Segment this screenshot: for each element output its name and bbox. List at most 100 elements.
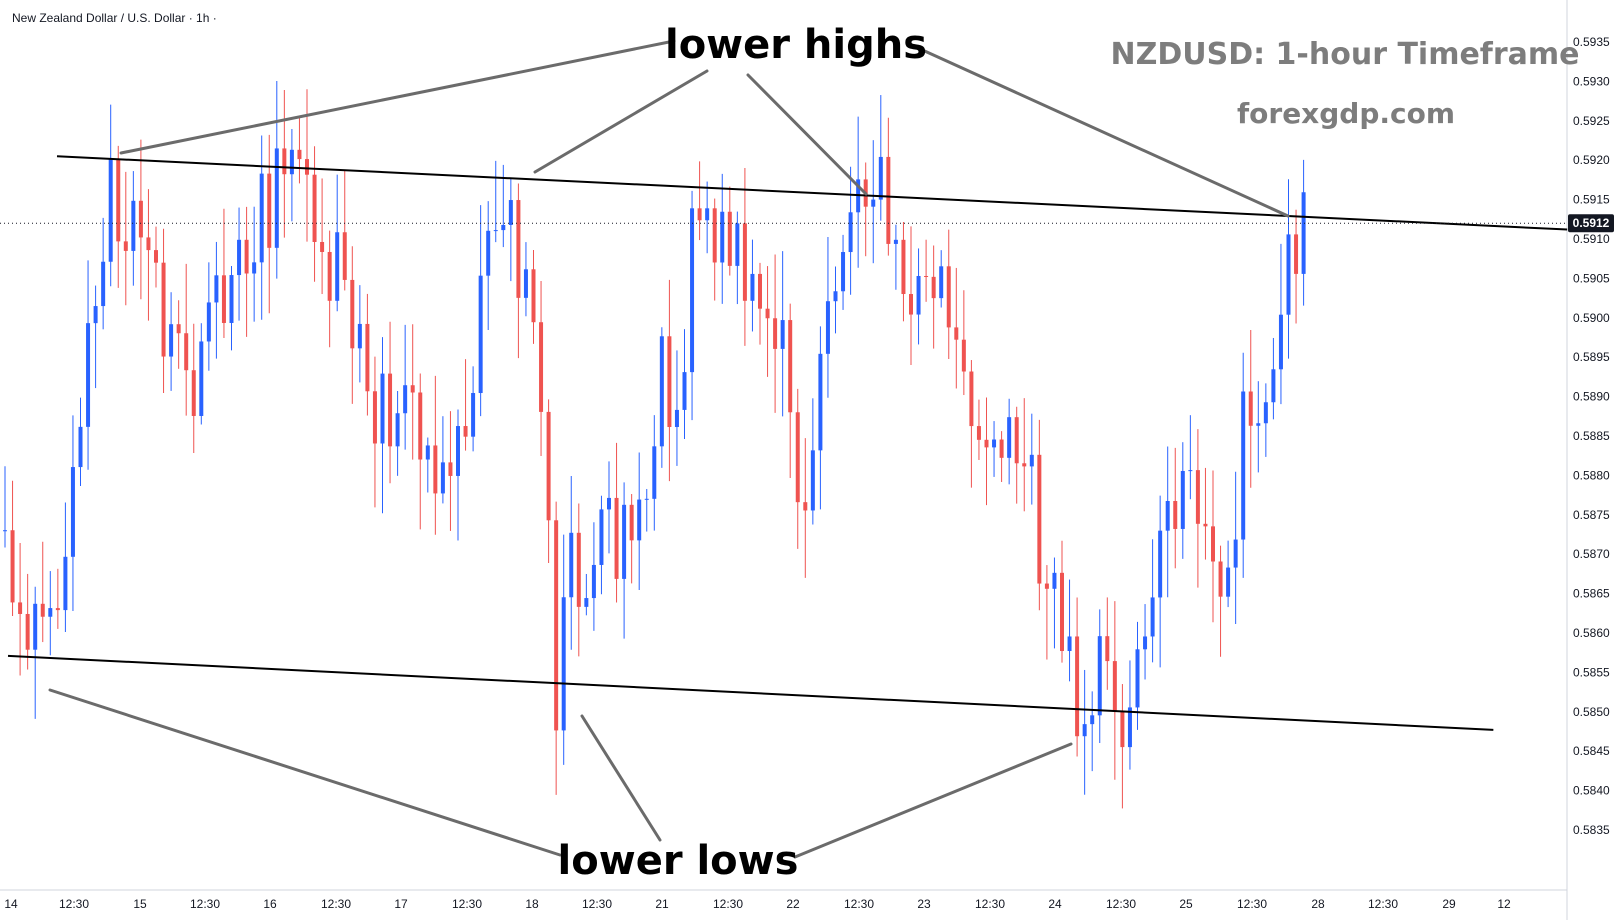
candle xyxy=(1112,601,1117,780)
candle xyxy=(893,224,898,290)
candle-body xyxy=(146,237,151,251)
candle-body xyxy=(463,426,468,437)
time-tick-label: 23 xyxy=(917,897,931,911)
candle xyxy=(569,475,574,650)
pointer-line xyxy=(533,69,709,174)
candle xyxy=(116,145,121,288)
time-tick-label: 24 xyxy=(1048,897,1062,911)
candle-body xyxy=(282,148,287,175)
candle xyxy=(773,254,778,413)
time-tick-label: 25 xyxy=(1179,897,1193,911)
candle-body xyxy=(841,252,846,292)
candle xyxy=(1188,415,1193,500)
candle xyxy=(841,234,846,310)
candle-body xyxy=(720,211,725,263)
candle-body xyxy=(523,269,528,298)
candle xyxy=(1037,419,1042,611)
candle xyxy=(720,173,725,304)
candle-body xyxy=(825,301,830,354)
pointer-line xyxy=(793,742,1073,859)
candle xyxy=(697,161,702,241)
candle xyxy=(1211,470,1215,623)
pointer-line xyxy=(48,688,562,857)
price-tick-label: 0.5925 xyxy=(1573,114,1610,128)
candle xyxy=(3,466,7,548)
candle xyxy=(478,205,483,417)
candle xyxy=(682,329,687,440)
candle xyxy=(463,359,468,451)
candle-body xyxy=(848,212,853,253)
candle xyxy=(629,494,634,584)
candle-body xyxy=(1037,454,1042,584)
candle xyxy=(750,239,755,332)
candle xyxy=(690,190,695,421)
candle xyxy=(214,241,219,359)
candle-body xyxy=(878,156,883,200)
symbol-description: New Zealand Dollar / U.S. Dollar · 1h · xyxy=(12,11,217,25)
candle-body xyxy=(690,208,695,373)
candle-body xyxy=(237,239,242,276)
candle-body xyxy=(886,156,891,244)
pointer-line xyxy=(916,46,1290,218)
candle xyxy=(1090,691,1095,772)
candle xyxy=(123,171,128,306)
price-tick-label: 0.5865 xyxy=(1573,587,1610,601)
candle xyxy=(1060,540,1064,663)
candle xyxy=(1022,398,1027,512)
candle-body xyxy=(833,291,838,302)
time-tick-label: 28 xyxy=(1311,897,1325,911)
candle-body xyxy=(456,426,460,476)
candle-body xyxy=(380,373,385,444)
price-tick-label: 0.5860 xyxy=(1573,626,1610,640)
candle-body xyxy=(516,200,521,298)
annotation-pointers xyxy=(48,39,1290,859)
candle-body xyxy=(599,509,604,565)
candle-body xyxy=(1271,369,1276,403)
price-tick-label: 0.5935 xyxy=(1573,35,1610,49)
candle xyxy=(984,397,989,506)
candle xyxy=(954,267,959,389)
candle xyxy=(916,248,921,345)
candle-body xyxy=(3,530,7,532)
candle xyxy=(584,573,589,616)
price-tick-label: 0.5850 xyxy=(1573,705,1610,719)
candle-body xyxy=(999,439,1004,458)
candle xyxy=(1150,539,1155,663)
candle-body xyxy=(893,239,898,244)
current-price-value: 0.5912 xyxy=(1573,216,1610,230)
candle xyxy=(508,178,513,282)
candle xyxy=(327,230,332,348)
candle xyxy=(939,250,944,308)
candle xyxy=(871,140,876,264)
candle-body xyxy=(531,269,536,323)
candle xyxy=(961,290,966,396)
time-tick-label: 12:30 xyxy=(975,897,1005,911)
candle xyxy=(25,573,30,670)
current-price-tag: 0.5912 xyxy=(1568,214,1614,233)
time-tick-label: 29 xyxy=(1442,897,1456,911)
candle xyxy=(40,541,45,643)
candle-body xyxy=(138,200,143,238)
candle xyxy=(282,89,287,238)
candle xyxy=(1226,540,1231,608)
candle-body xyxy=(440,462,445,494)
candle xyxy=(138,139,143,300)
candle xyxy=(456,409,460,541)
candle xyxy=(176,300,181,369)
candle-body xyxy=(101,261,106,307)
candle xyxy=(395,390,400,476)
price-axis-labels: 0.5935 0.5930 0.5925 0.5920 0.5915 0.5910 0.59… xyxy=(1573,35,1610,837)
time-tick-label: 15 xyxy=(133,897,147,911)
candle-body xyxy=(607,497,611,510)
candle xyxy=(735,211,740,305)
candle xyxy=(1241,352,1246,578)
candle-body xyxy=(108,159,113,262)
pointer-line xyxy=(119,39,676,155)
candle xyxy=(63,502,68,632)
candle xyxy=(1075,597,1080,757)
candle xyxy=(931,245,936,349)
candle xyxy=(607,461,611,554)
candle xyxy=(1105,597,1110,690)
candle-body xyxy=(131,200,136,251)
